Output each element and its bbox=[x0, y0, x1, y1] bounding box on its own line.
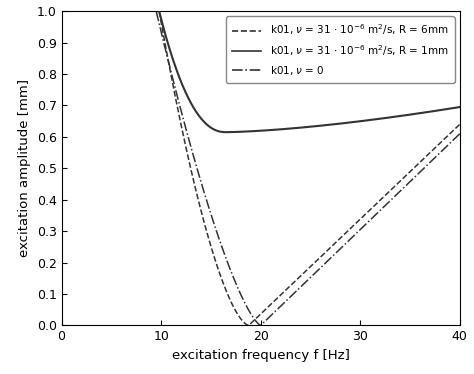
Legend: k01, $\nu$ = 31 $\cdot$ 10$^{-6}$ m$^2$/s, R = 6mm, k01, $\nu$ = 31 $\cdot$ 10$^: k01, $\nu$ = 31 $\cdot$ 10$^{-6}$ m$^2$/… bbox=[226, 16, 455, 83]
Y-axis label: excitation amplitude [mm]: excitation amplitude [mm] bbox=[18, 79, 31, 257]
X-axis label: excitation frequency f [Hz]: excitation frequency f [Hz] bbox=[172, 349, 350, 362]
